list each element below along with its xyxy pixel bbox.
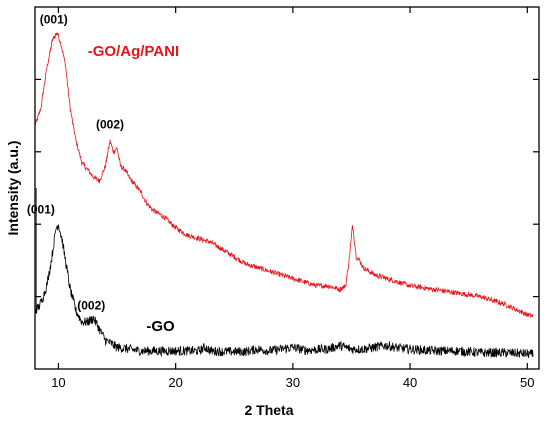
- peak-annotation: (002): [96, 117, 124, 131]
- x-axis-title: 2 Theta: [244, 402, 293, 418]
- x-tick-label: 30: [286, 375, 300, 390]
- series-label: -GO: [146, 318, 175, 335]
- axis-ticks: 10 20 30 40 50: [35, 7, 539, 390]
- series-group: [34, 32, 534, 359]
- plot-frame: [34, 6, 540, 370]
- x-tick-label: 40: [403, 375, 417, 390]
- series-line-0: [34, 32, 534, 318]
- y-axis-title: Intensity (a.u.): [5, 141, 21, 236]
- x-tick-label: 10: [51, 375, 65, 390]
- peak-annotation: (001): [40, 12, 68, 26]
- peak-annotation: (002): [77, 298, 105, 312]
- peak-annotation: (001): [27, 202, 55, 216]
- series-label: -GO/Ag/PANI: [88, 43, 179, 60]
- series-line-1: [34, 224, 534, 359]
- x-tick-label: 20: [168, 375, 182, 390]
- x-tick-label: 50: [520, 375, 534, 390]
- annotation-group: (001) (002) (001) (002) -GO/Ag/PANI -GO: [27, 12, 179, 335]
